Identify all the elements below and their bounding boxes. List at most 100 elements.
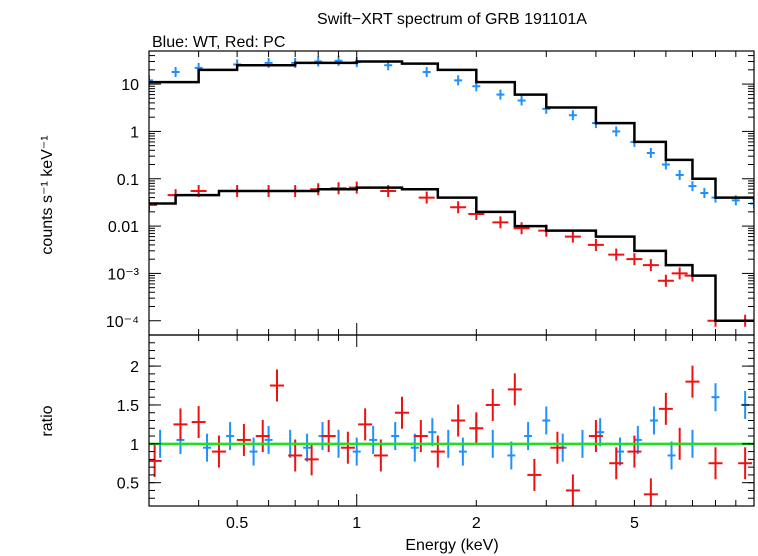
ratio-point-pc: [738, 447, 753, 480]
spectrum-data-layer: [149, 55, 754, 327]
ratio-y-tick-label: 2: [130, 359, 139, 376]
x-tick-label: 0.5: [226, 515, 248, 532]
ratio-point-pc: [149, 444, 162, 477]
spectrum-point-wt: [612, 126, 621, 137]
ratio-point-pc: [451, 404, 466, 437]
spectrum-point-pc: [149, 198, 157, 211]
spectrum-point-wt: [688, 181, 697, 192]
spectrum-point-wt: [646, 147, 655, 158]
ratio-point-pc: [430, 435, 445, 468]
spectrum-point-pc: [513, 222, 530, 235]
ratio-point-wt: [303, 433, 312, 462]
ratio-point-wt: [649, 406, 658, 435]
ratio-point-wt: [711, 383, 720, 412]
spectrum-point-pc: [492, 216, 509, 229]
chart-subtitle: Blue: WT, Red: PC: [152, 34, 285, 51]
y-tick-label: 0.1: [117, 172, 139, 189]
spectrum-point-pc: [671, 267, 688, 280]
spectrum-point-wt: [675, 170, 684, 181]
ratio-point-pc: [358, 408, 373, 441]
spectrum-point-wt: [568, 110, 577, 121]
y-tick-label: 10: [121, 77, 139, 94]
ratio-point-wt: [596, 418, 605, 447]
ratio-point-wt: [249, 437, 258, 466]
spectrum-point-pc: [626, 253, 643, 266]
ratio-point-pc: [270, 369, 285, 402]
ratio-point-pc: [658, 392, 673, 425]
ratio-y-tick-label: 1.5: [117, 398, 139, 415]
ratio-point-wt: [226, 422, 235, 451]
x-tick-label: 1: [352, 515, 361, 532]
ratio-point-pc: [565, 474, 580, 506]
spectrum-point-pc: [564, 230, 581, 243]
spectrum-panel-frame: [148, 50, 755, 336]
ratio-y-axis-label: ratio: [39, 405, 56, 436]
ratio-point-pc: [173, 408, 188, 441]
ratio-point-wt: [542, 406, 551, 435]
ratio-point-wt: [391, 422, 400, 451]
spectrum-point-wt: [149, 75, 153, 86]
x-tick-label: 5: [630, 515, 639, 532]
spectrum-point-wt: [454, 75, 463, 86]
ratio-data-layer: [149, 365, 754, 506]
spectrum-point-wt: [700, 188, 709, 198]
spectrum-point-wt: [171, 67, 180, 78]
spectrum-point-pc: [418, 191, 435, 204]
ratio-point-pc: [321, 420, 336, 453]
ratio-point-pc: [191, 406, 206, 439]
spectrum-point-wt: [422, 67, 431, 78]
ratio-point-wt: [458, 437, 467, 466]
ratio-point-wt: [410, 433, 419, 462]
spectrum-point-pc: [587, 238, 604, 251]
ratio-point-wt: [428, 418, 437, 447]
y-tick-label: 10⁻³: [107, 266, 139, 283]
ratio-point-pc: [413, 420, 428, 453]
ratio-point-wt: [507, 441, 516, 470]
ratio-point-pc: [609, 447, 624, 480]
ratio-point-pc: [211, 435, 226, 468]
ratio-point-wt: [667, 441, 676, 470]
spectrum-point-wt: [334, 55, 343, 66]
ratio-point-pc: [236, 423, 251, 456]
ratio-point-pc: [394, 396, 409, 429]
ratio-point-pc: [255, 420, 270, 453]
spectrum-point-pc: [657, 274, 674, 287]
ratio-point-pc: [469, 412, 484, 445]
ratio-y-tick-label: 0.5: [117, 476, 139, 493]
ratio-point-pc: [304, 443, 319, 476]
ratio-point-wt: [264, 425, 273, 454]
y-tick-label: 1: [130, 124, 139, 141]
ratio-point-pc: [685, 365, 700, 398]
ratio-point-wt: [352, 437, 361, 466]
model-line-wt: [149, 60, 754, 201]
spectrum-point-wt: [496, 89, 505, 100]
ratio-point-pc: [708, 447, 723, 480]
spectrum-point-wt: [661, 159, 670, 170]
ratio-point-pc: [643, 478, 658, 506]
ratio-point-pc: [588, 420, 603, 453]
chart-title: Swift−XRT spectrum of GRB 191101A: [317, 11, 587, 28]
ratio-y-tick-label: 1: [130, 437, 139, 454]
spectrum-point-pc: [608, 248, 625, 261]
ratio-point-pc: [627, 435, 642, 468]
ratio-point-wt: [203, 433, 212, 462]
spectrum-point-pc: [450, 201, 467, 214]
ratio-point-pc: [485, 388, 500, 421]
spectrum-point-wt: [314, 56, 323, 67]
spectrum-point-pc: [642, 259, 659, 272]
ratio-point-pc: [527, 458, 542, 491]
model-line-pc: [149, 186, 754, 323]
ratio-point-wt: [616, 437, 625, 466]
spectrum-y-axis-label: counts s⁻¹ keV⁻¹: [39, 135, 56, 254]
x-axis-label: Energy (keV): [405, 537, 498, 554]
ratio-point-wt: [369, 425, 378, 454]
spectrum-point-wt: [517, 95, 526, 106]
ratio-point-wt: [524, 422, 533, 451]
ratio-point-pc: [340, 431, 355, 464]
axes-layer: 0.5 1 2 5 10 1 0.1 0.01 10⁻³ 10⁻⁴ 0.5 1 1.5 2: [106, 50, 754, 532]
ratio-point-pc: [507, 373, 522, 406]
y-tick-label: 10⁻⁴: [106, 314, 139, 331]
x-tick-label: 2: [472, 515, 481, 532]
ratio-point-pc: [550, 431, 565, 464]
